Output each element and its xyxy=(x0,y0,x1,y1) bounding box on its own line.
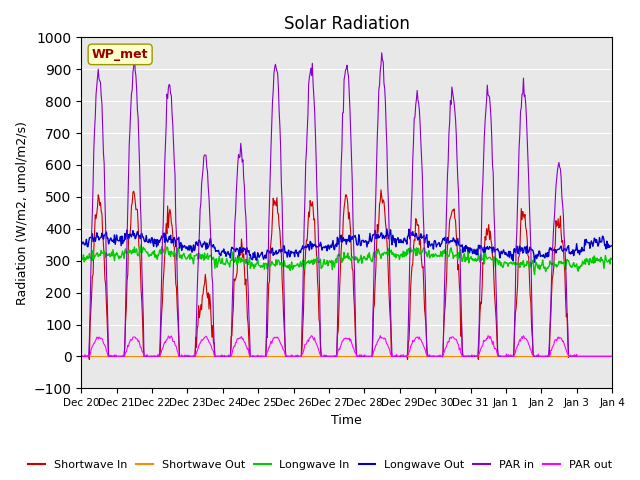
Longwave In xyxy=(196,256,204,262)
Shortwave In xyxy=(377,187,385,193)
PAR out xyxy=(308,333,316,338)
Longwave Out xyxy=(428,242,435,248)
Longwave Out xyxy=(608,242,616,248)
PAR in xyxy=(87,268,95,274)
Shortwave Out xyxy=(427,354,435,360)
Line: Longwave In: Longwave In xyxy=(81,245,612,275)
Y-axis label: Radiation (W/m2, umol/m2/s): Radiation (W/m2, umol/m2/s) xyxy=(15,121,28,305)
PAR out xyxy=(412,335,420,341)
Shortwave In xyxy=(196,309,204,314)
PAR out xyxy=(87,348,95,354)
Shortwave Out xyxy=(87,354,95,360)
Shortwave Out xyxy=(77,354,85,360)
PAR in xyxy=(378,50,385,56)
Longwave In xyxy=(608,256,616,262)
Shortwave Out xyxy=(196,354,204,360)
Longwave Out xyxy=(223,249,231,255)
PAR out xyxy=(223,354,231,360)
PAR out xyxy=(196,341,204,347)
Longwave Out xyxy=(77,240,85,246)
PAR in xyxy=(196,229,204,235)
Shortwave In xyxy=(608,354,616,360)
PAR out xyxy=(608,354,616,360)
Longwave In xyxy=(87,255,95,261)
PAR in xyxy=(608,354,616,360)
Longwave In xyxy=(77,254,85,260)
Text: WP_met: WP_met xyxy=(92,48,148,61)
Shortwave In xyxy=(88,293,95,299)
Shortwave In xyxy=(77,354,85,360)
Longwave In xyxy=(531,272,538,277)
PAR out xyxy=(77,354,85,360)
Longwave In xyxy=(412,252,420,258)
Shortwave Out xyxy=(141,354,149,360)
Longwave Out xyxy=(383,226,391,232)
Shortwave In xyxy=(413,216,420,222)
Line: Shortwave In: Shortwave In xyxy=(81,190,612,360)
Longwave In xyxy=(143,249,150,254)
Legend: Shortwave In, Shortwave Out, Longwave In, Longwave Out, PAR in, PAR out: Shortwave In, Shortwave Out, Longwave In… xyxy=(24,456,616,474)
Shortwave In xyxy=(86,357,93,362)
Longwave Out xyxy=(412,230,420,236)
Longwave Out xyxy=(141,238,149,244)
PAR out xyxy=(428,354,435,360)
Shortwave Out xyxy=(223,354,231,360)
Longwave In xyxy=(428,252,435,258)
PAR out xyxy=(141,353,149,359)
Line: PAR out: PAR out xyxy=(81,336,612,357)
PAR in xyxy=(412,102,420,108)
PAR in xyxy=(428,354,435,360)
PAR in xyxy=(141,354,149,360)
Shortwave In xyxy=(225,354,232,360)
Shortwave Out xyxy=(411,354,419,360)
Longwave Out xyxy=(531,259,538,265)
Longwave Out xyxy=(87,234,95,240)
Line: Longwave Out: Longwave Out xyxy=(81,229,612,262)
Title: Solar Radiation: Solar Radiation xyxy=(284,15,410,33)
Longwave In xyxy=(225,261,232,266)
X-axis label: Time: Time xyxy=(332,414,362,427)
Shortwave Out xyxy=(608,354,616,360)
Longwave In xyxy=(137,242,145,248)
PAR in xyxy=(223,354,231,360)
Longwave Out xyxy=(196,237,204,243)
PAR in xyxy=(77,354,85,360)
Shortwave In xyxy=(428,354,436,360)
Shortwave In xyxy=(143,354,150,360)
Line: PAR in: PAR in xyxy=(81,53,612,357)
